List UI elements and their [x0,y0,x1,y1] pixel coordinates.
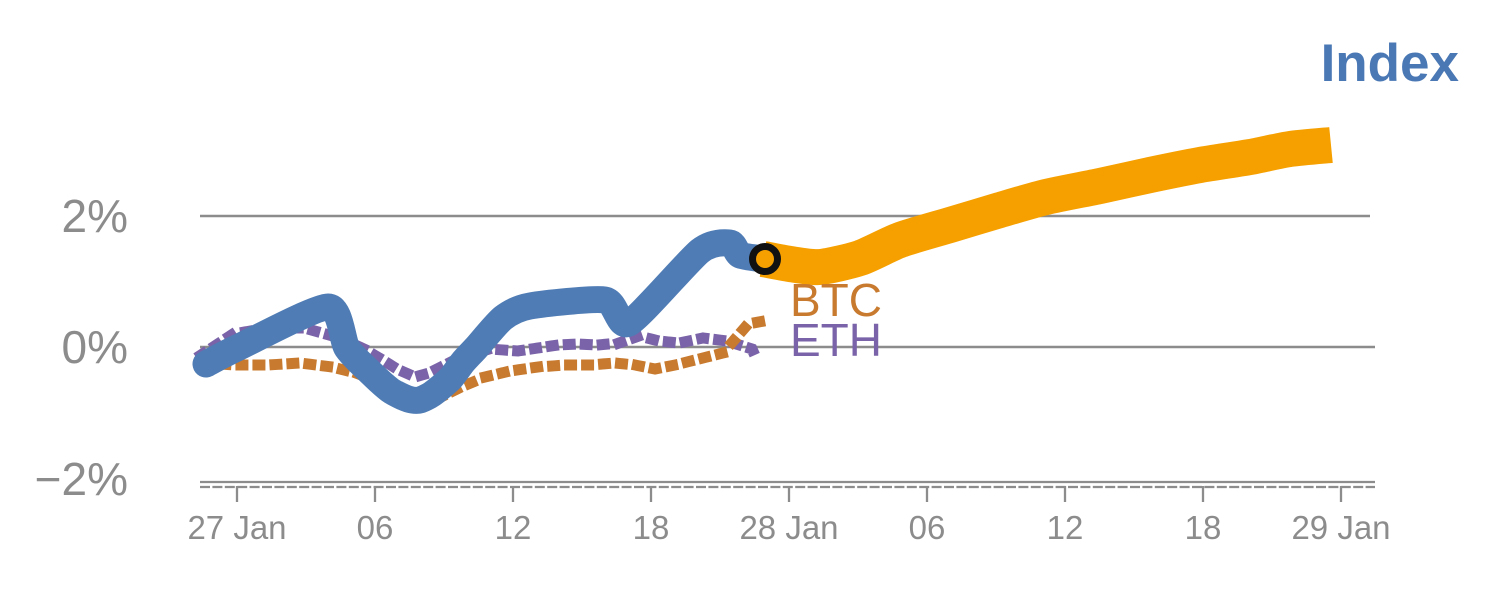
svg-text:06: 06 [909,509,946,546]
svg-text:18: 18 [1185,509,1222,546]
svg-text:2%: 2% [62,190,128,242]
svg-text:ETH: ETH [790,314,882,366]
svg-text:28 Jan: 28 Jan [739,509,838,546]
svg-text:12: 12 [1047,509,1084,546]
svg-text:−2%: −2% [35,453,128,505]
svg-text:18: 18 [633,509,670,546]
svg-text:0%: 0% [62,321,128,373]
svg-text:29 Jan: 29 Jan [1291,509,1390,546]
svg-text:12: 12 [495,509,532,546]
svg-text:Index: Index [1321,34,1460,93]
svg-text:27 Jan: 27 Jan [187,509,286,546]
svg-text:06: 06 [357,509,394,546]
